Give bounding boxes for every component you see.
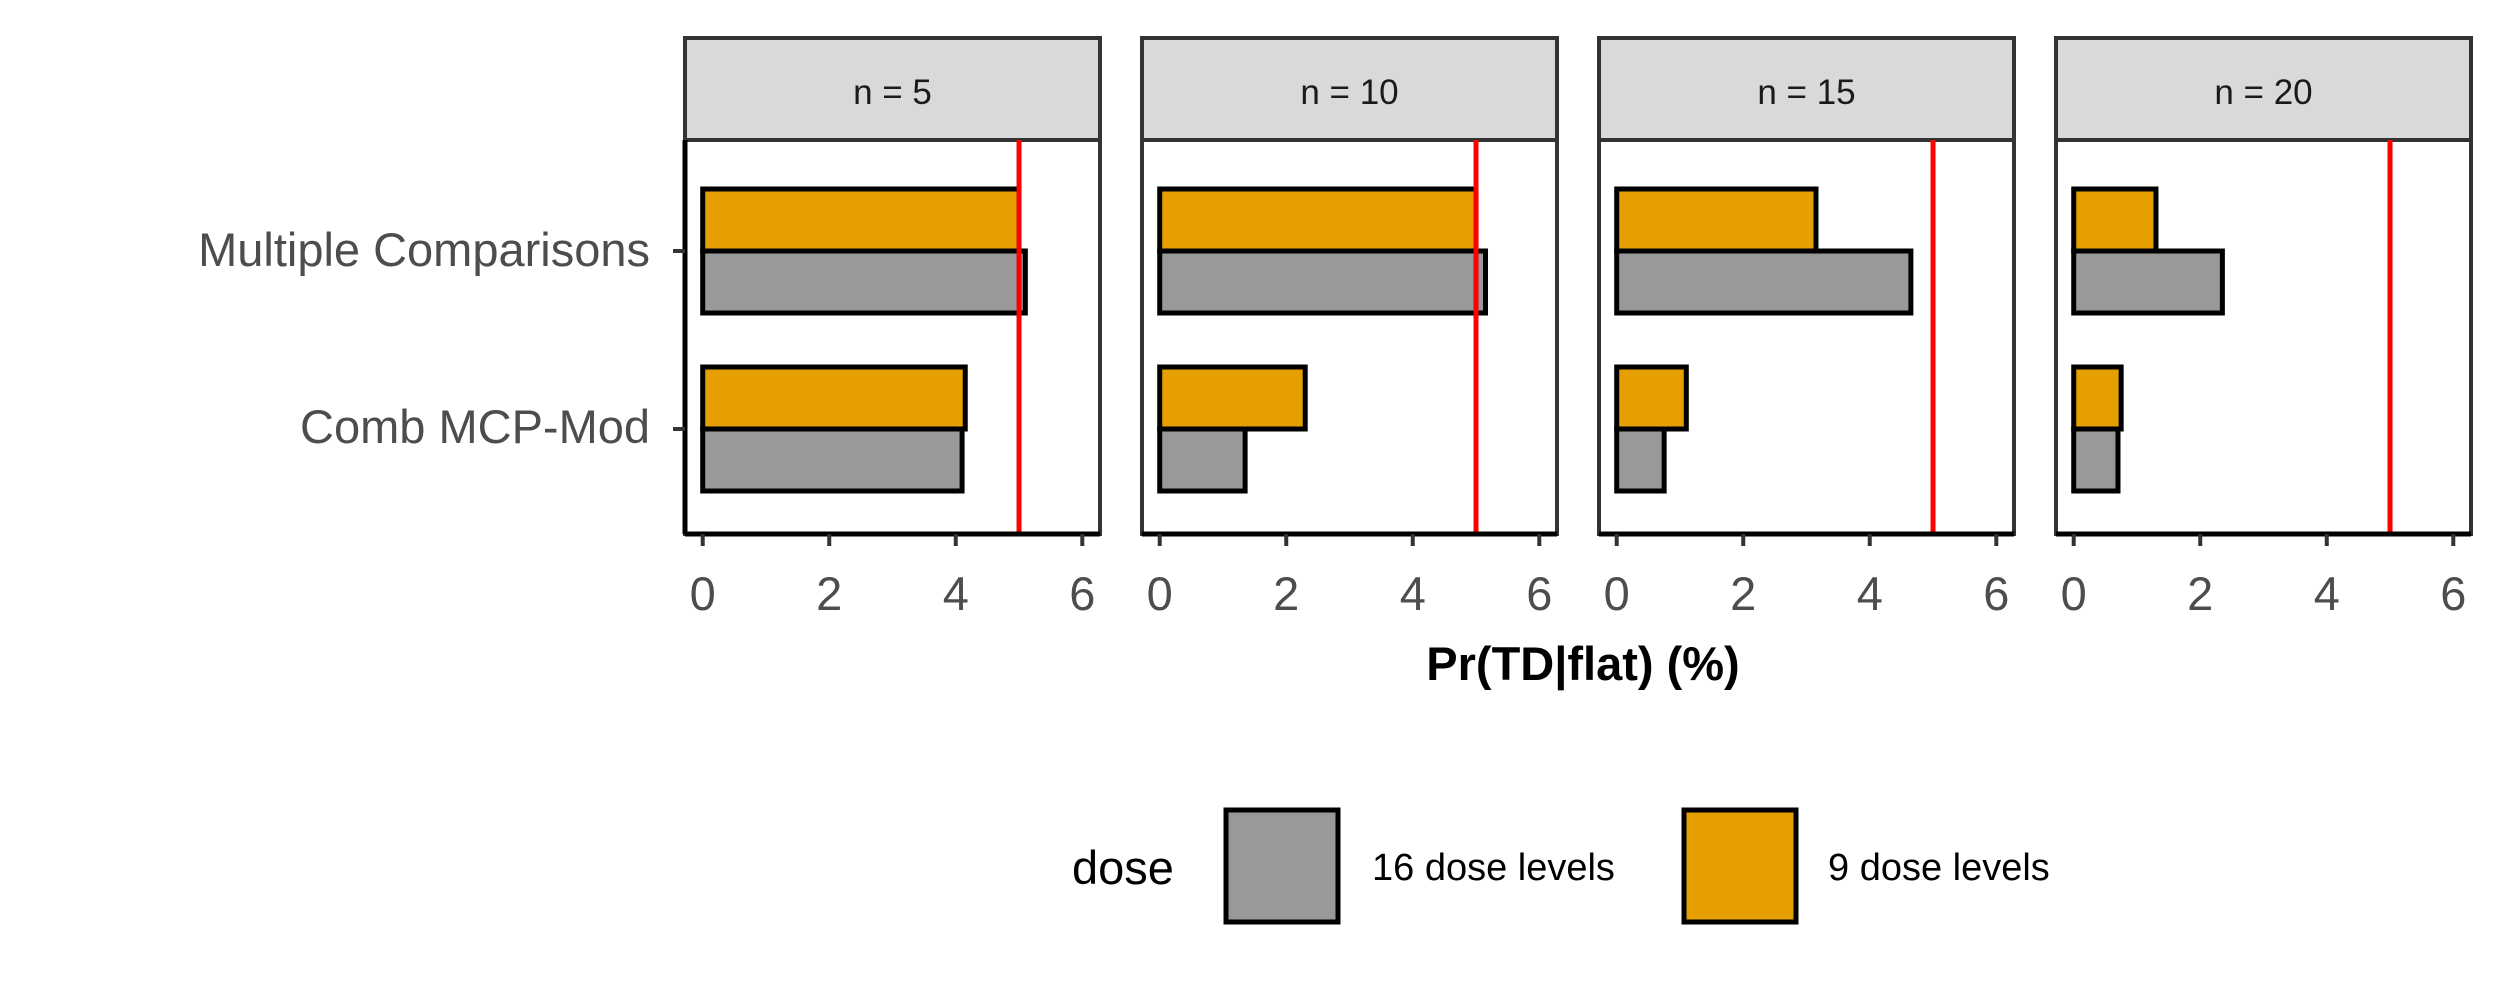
bar-multiple-comparisons-16-dose-levels <box>1157 248 1489 316</box>
bar-multiple-comparisons-9-dose-levels <box>2071 186 2159 254</box>
legend-title: dose <box>1072 841 1174 894</box>
x-tick-label: 2 <box>816 567 842 620</box>
facet-strip <box>683 36 1102 142</box>
facet-n-20: n = 20 0 2 4 6 <box>2054 36 2473 620</box>
bar-multiple-comparisons-16-dose-levels <box>2071 248 2225 316</box>
x-tick-label: 4 <box>943 567 969 620</box>
x-tick-label: 2 <box>1273 567 1299 620</box>
facet-n-15: n = 15 0 2 4 6 <box>1597 36 2016 620</box>
bar-comb-mcp-mod-16-dose-levels <box>700 426 965 494</box>
facet-n-5: n = 5 0 2 4 6 <box>683 36 1102 620</box>
bar-multiple-comparisons-9-dose-levels <box>1157 186 1479 254</box>
x-tick-label: 0 <box>690 567 716 620</box>
x-tick-label: 0 <box>1147 567 1173 620</box>
x-tick-label: 6 <box>1526 567 1552 620</box>
x-tick-label: 4 <box>1400 567 1426 620</box>
bar-multiple-comparisons-16-dose-levels <box>700 248 1028 316</box>
category-label-comb-mcp-mod: Comb MCP-Mod <box>300 400 650 453</box>
bar-comb-mcp-mod-9-dose-levels <box>1157 364 1308 432</box>
facet-n-10: n = 10 0 2 4 6 <box>1140 36 1559 620</box>
x-tick-label: 2 <box>1730 567 1756 620</box>
bar-comb-mcp-mod-9-dose-levels <box>700 364 968 432</box>
facet-strip-title: n = 5 <box>853 73 932 112</box>
x-tick-label: 4 <box>2314 567 2340 620</box>
legend: dose 16 dose levels 9 dose levels <box>1072 807 2050 925</box>
facet-strip-title: n = 10 <box>1300 73 1398 112</box>
bar-comb-mcp-mod-16-dose-levels <box>1157 426 1248 494</box>
x-tick-label: 6 <box>2440 567 2466 620</box>
category-label-multiple-comparisons: Multiple Comparisons <box>198 223 650 276</box>
bar-comb-mcp-mod-9-dose-levels <box>2071 364 2124 432</box>
x-tick-label: 6 <box>1069 567 1095 620</box>
legend-label-9-dose-levels: 9 dose levels <box>1828 847 2050 889</box>
bar-multiple-comparisons-16-dose-levels <box>1614 248 1914 316</box>
legend-swatch-16-dose-levels <box>1223 807 1341 925</box>
x-tick-label: 0 <box>1604 567 1630 620</box>
facet-strip <box>2054 36 2473 142</box>
bar-multiple-comparisons-9-dose-levels <box>700 186 1022 254</box>
bar-comb-mcp-mod-16-dose-levels <box>1614 426 1667 494</box>
facet-strip-title: n = 20 <box>2214 73 2312 112</box>
facet-strip <box>1140 36 1559 142</box>
legend-swatch-9-dose-levels <box>1681 807 1799 925</box>
bar-comb-mcp-mod-16-dose-levels <box>2071 426 2121 494</box>
legend-label-16-dose-levels: 16 dose levels <box>1372 847 1615 889</box>
x-tick-label: 6 <box>1983 567 2009 620</box>
facet-strip-title: n = 15 <box>1757 73 1855 112</box>
bar-multiple-comparisons-9-dose-levels <box>1614 186 1819 254</box>
facet-panels: n = 5 0 2 4 6 n = 10 0 2 4 6 n = 15 0 2 4 6 n = 20 0 2 4 6 <box>673 36 2473 620</box>
x-tick-label: 2 <box>2187 567 2213 620</box>
x-tick-label: 4 <box>1857 567 1883 620</box>
bar-comb-mcp-mod-9-dose-levels <box>1614 364 1689 432</box>
x-axis-title: Pr(TD|flat) (%) <box>1426 637 1739 690</box>
x-tick-label: 0 <box>2061 567 2087 620</box>
